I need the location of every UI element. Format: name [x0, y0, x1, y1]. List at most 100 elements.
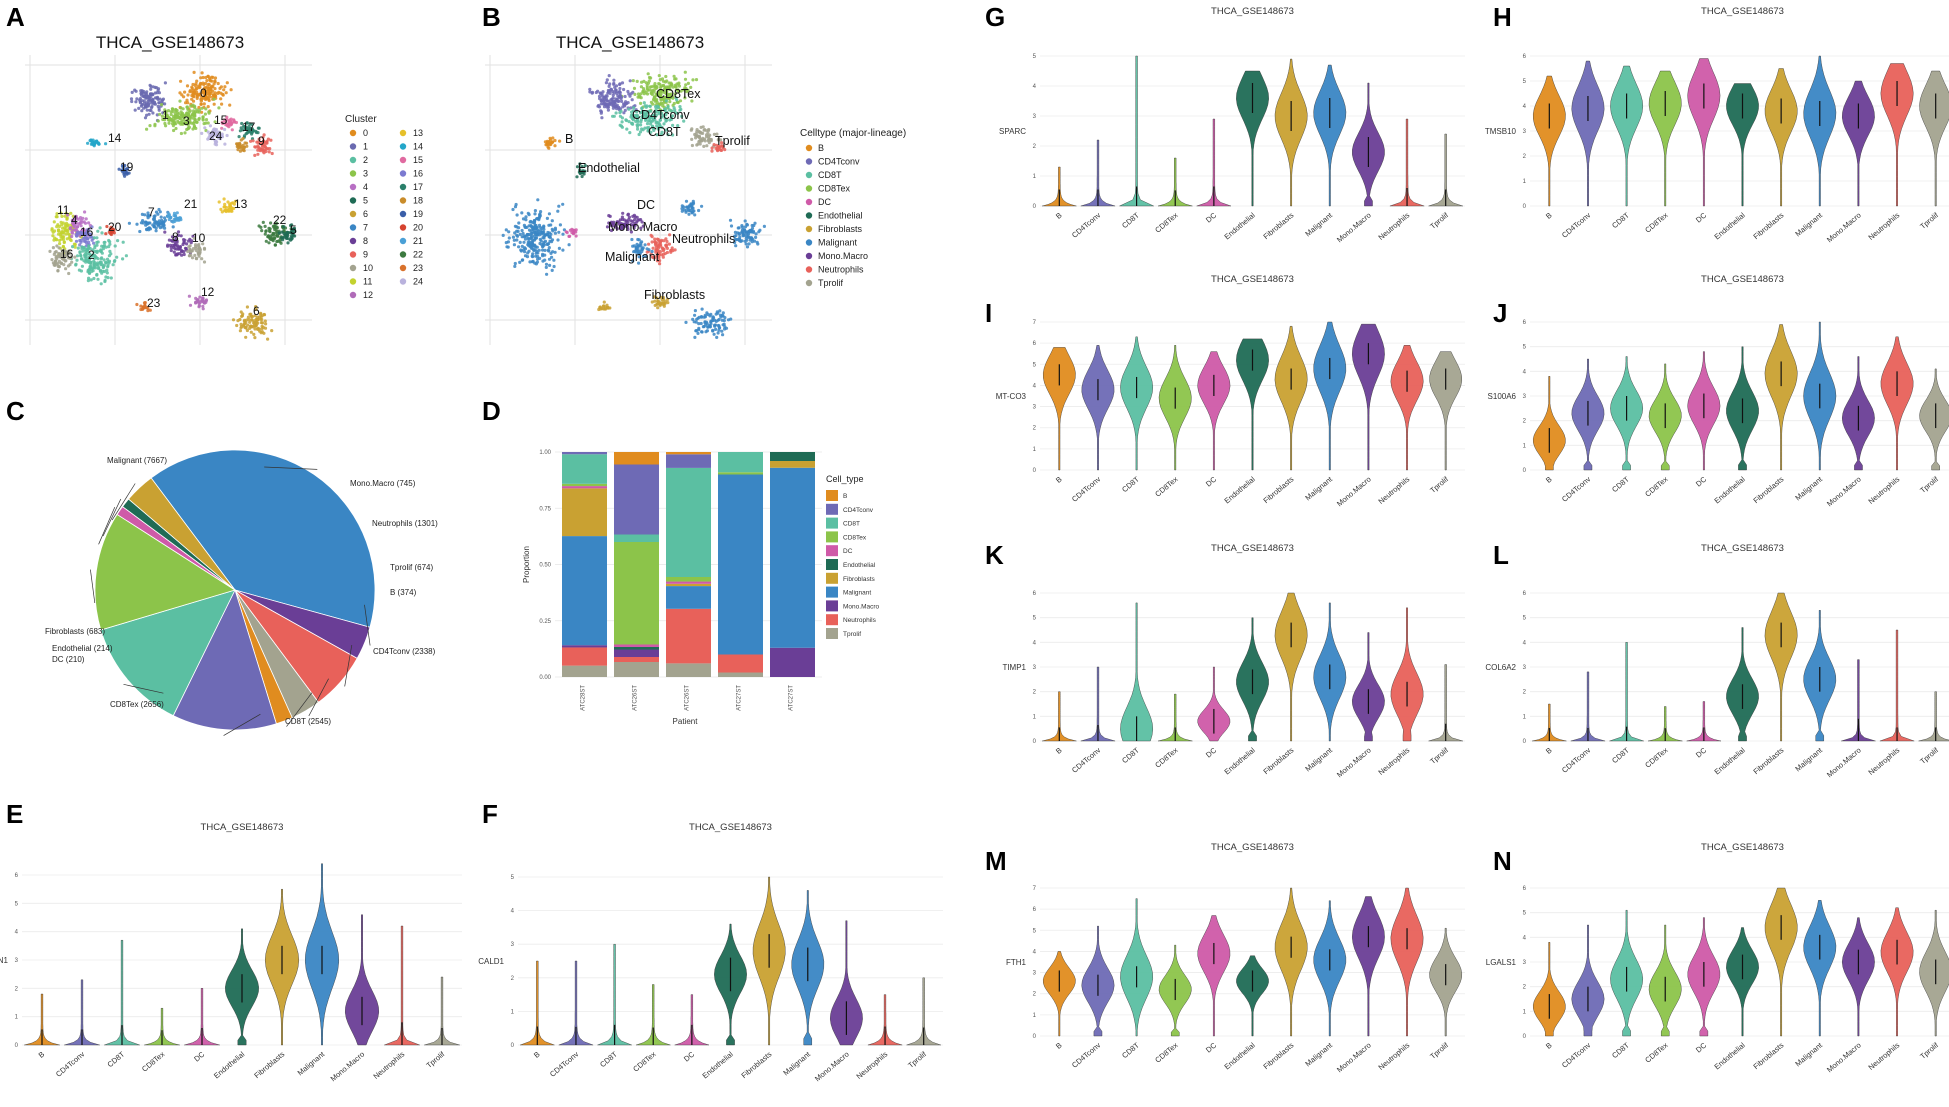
umap-a-legend-label: 11: [363, 277, 372, 287]
umap-a-point: [129, 97, 134, 101]
umap-a-point: [84, 235, 88, 239]
violin-shape: [1236, 955, 1269, 1037]
umap-b-celltype-label: Tprolif: [715, 134, 750, 148]
umap-a-point: [227, 209, 231, 213]
umap-b-point: [664, 107, 668, 111]
umap-a-point: [163, 226, 167, 230]
umap-b-point: [728, 218, 733, 222]
violin-ytick: 4: [1523, 640, 1527, 646]
umap-b-point: [631, 214, 635, 218]
umap-b-point: [546, 141, 550, 145]
umap-a-point: [189, 104, 193, 108]
umap-b-legend-label: Endothelial: [818, 211, 863, 221]
umap-a-point: [178, 245, 182, 249]
violin-shape: [1841, 659, 1876, 742]
umap-a-point: [273, 243, 277, 247]
umap-b-point: [750, 236, 754, 240]
umap-a-point: [190, 256, 195, 260]
umap-a-point: [161, 97, 165, 101]
violin-shape: [104, 940, 140, 1046]
umap-b-point: [538, 213, 542, 217]
umap-a-point: [194, 126, 198, 130]
umap-a-point: [80, 232, 84, 236]
panel-label-n: N: [1493, 846, 1512, 876]
panel-labels: A B C D E F G H I J K L M N: [6, 2, 1512, 876]
umap-a-point: [157, 101, 161, 105]
umap-celltype-panel: THCA_GSE148673 CD8TexCD4TconvCD8TTprolif…: [485, 33, 906, 345]
umap-a-point: [277, 231, 281, 235]
umap-a-point: [113, 259, 117, 263]
umap-b-point: [630, 121, 634, 126]
violin-xtick: CD8Tex: [1643, 474, 1669, 498]
umap-b-point: [658, 250, 663, 254]
umap-cluster-panel: THCA_GSE148673 031 1524179141911416220167…: [25, 33, 423, 345]
umap-a-point: [90, 139, 94, 143]
umap-b-point: [753, 221, 757, 225]
umap-a-point: [275, 221, 279, 225]
umap-a-point: [173, 240, 177, 244]
umap-b-point: [649, 76, 653, 80]
umap-a-point: [172, 119, 176, 124]
bar-legend-label: Tprolif: [843, 631, 861, 638]
umap-a-cluster-label: 4: [71, 213, 78, 227]
violin-ytick: 2: [1523, 690, 1527, 696]
umap-a-point: [78, 251, 82, 255]
pie-leader-line: [344, 644, 353, 687]
violin-ytick: 4: [1033, 84, 1037, 90]
umap-a-point: [90, 254, 94, 258]
umap-a-point: [255, 140, 259, 144]
umap-b-point: [682, 88, 686, 92]
umap-a-point: [184, 101, 188, 105]
umap-b-point: [619, 109, 623, 113]
umap-b-point: [651, 117, 656, 121]
umap-a-point: [175, 211, 179, 215]
violin-ytick: 2: [15, 986, 19, 992]
umap-a-point: [270, 151, 274, 156]
violin-ytick: 3: [15, 958, 19, 964]
umap-a-point: [182, 252, 186, 257]
umap-a-point: [226, 200, 230, 204]
umap-b-point: [588, 87, 592, 91]
umap-b-point: [715, 132, 719, 136]
umap-a-point: [244, 321, 248, 325]
umap-b-point: [688, 209, 692, 213]
umap-a-point: [81, 249, 85, 253]
bar-legend-swatch: [826, 490, 838, 501]
violin-shape: [1120, 602, 1154, 742]
umap-a-point: [172, 217, 176, 222]
bar-xtick: ATC26ST: [633, 685, 639, 711]
violin-ytick: 0: [15, 1043, 19, 1049]
violin-shape: [1648, 70, 1682, 207]
violin-shape: [1726, 83, 1759, 207]
umap-b-point: [662, 84, 666, 88]
pie-label: Malignant (7667): [107, 456, 167, 465]
umap-a-legend-swatch: [349, 264, 357, 272]
umap-b-point: [520, 244, 524, 248]
umap-a-cluster-label: 10: [192, 231, 206, 245]
umap-b-point: [599, 111, 603, 115]
umap-a-point: [230, 128, 234, 132]
umap-a-point: [65, 213, 70, 217]
umap-b-point: [513, 205, 518, 209]
violin-xtick: CD8Tex: [631, 1049, 657, 1073]
umap-b-point: [561, 202, 565, 206]
umap-b-point: [670, 109, 674, 113]
umap-b-point: [556, 238, 560, 242]
violin-ytick: 7: [1033, 886, 1037, 892]
umap-b-point: [638, 130, 643, 134]
umap-b-point: [619, 97, 623, 101]
umap-a-point: [86, 279, 90, 283]
umap-a-point: [144, 223, 148, 227]
umap-b-point: [690, 143, 695, 148]
umap-b-point: [628, 94, 632, 98]
umap-b-point: [641, 115, 645, 119]
bar-segment: [562, 488, 607, 537]
umap-a-point: [64, 254, 68, 258]
umap-a-point: [93, 254, 97, 258]
umap-a-point: [81, 228, 85, 232]
violin-shape: [1080, 666, 1116, 742]
violin-xtick: Tprolif: [1918, 745, 1940, 766]
umap-a-point: [199, 76, 203, 80]
violin-xtick: CD8T: [1120, 474, 1141, 494]
umap-a-point: [262, 331, 266, 335]
